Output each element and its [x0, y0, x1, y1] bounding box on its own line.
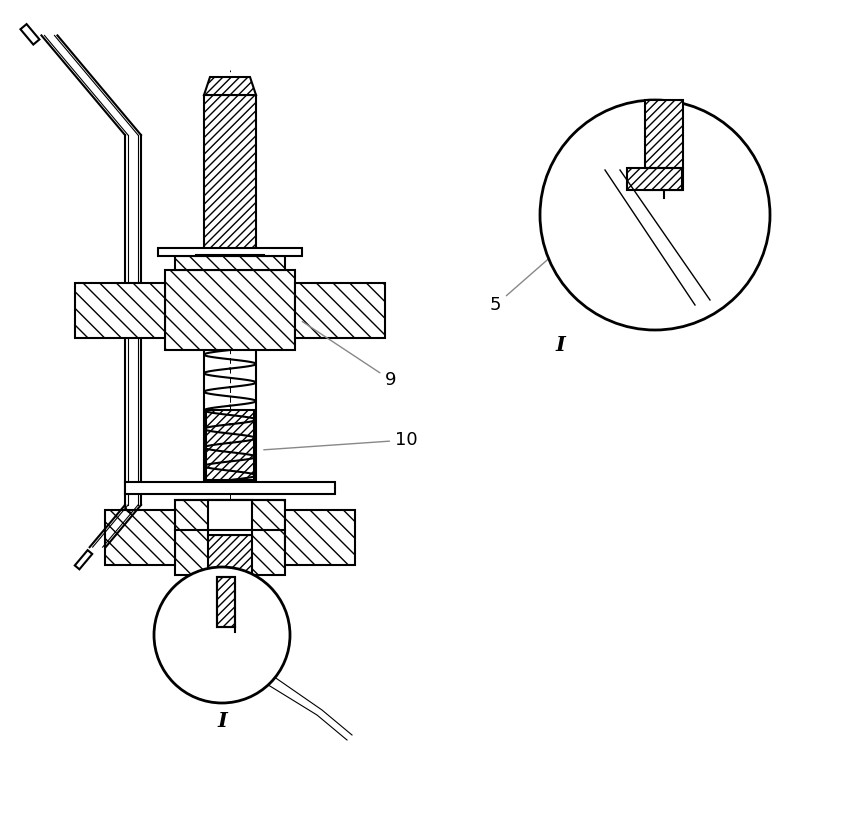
Circle shape: [540, 100, 770, 330]
Bar: [204, 95, 256, 255]
Bar: [105, 510, 175, 565]
Text: I: I: [556, 335, 565, 355]
Text: 9: 9: [303, 322, 396, 389]
Bar: [208, 500, 252, 535]
Bar: [645, 100, 683, 190]
Bar: [20, 24, 40, 45]
Bar: [75, 283, 165, 337]
Bar: [213, 575, 247, 625]
Bar: [175, 256, 285, 270]
Bar: [206, 410, 254, 480]
Bar: [125, 482, 335, 494]
Bar: [217, 577, 235, 627]
Bar: [627, 168, 682, 190]
Circle shape: [154, 567, 290, 703]
Text: 10: 10: [264, 431, 417, 450]
Bar: [196, 255, 204, 267]
Bar: [75, 550, 92, 570]
Text: 5: 5: [490, 207, 608, 314]
Bar: [285, 510, 355, 565]
Text: I: I: [217, 711, 227, 731]
Bar: [295, 283, 385, 337]
Bar: [256, 255, 264, 267]
Bar: [175, 500, 285, 575]
Bar: [165, 270, 295, 350]
Bar: [158, 248, 302, 256]
Polygon shape: [204, 77, 256, 95]
Bar: [217, 577, 235, 627]
Bar: [208, 535, 252, 575]
